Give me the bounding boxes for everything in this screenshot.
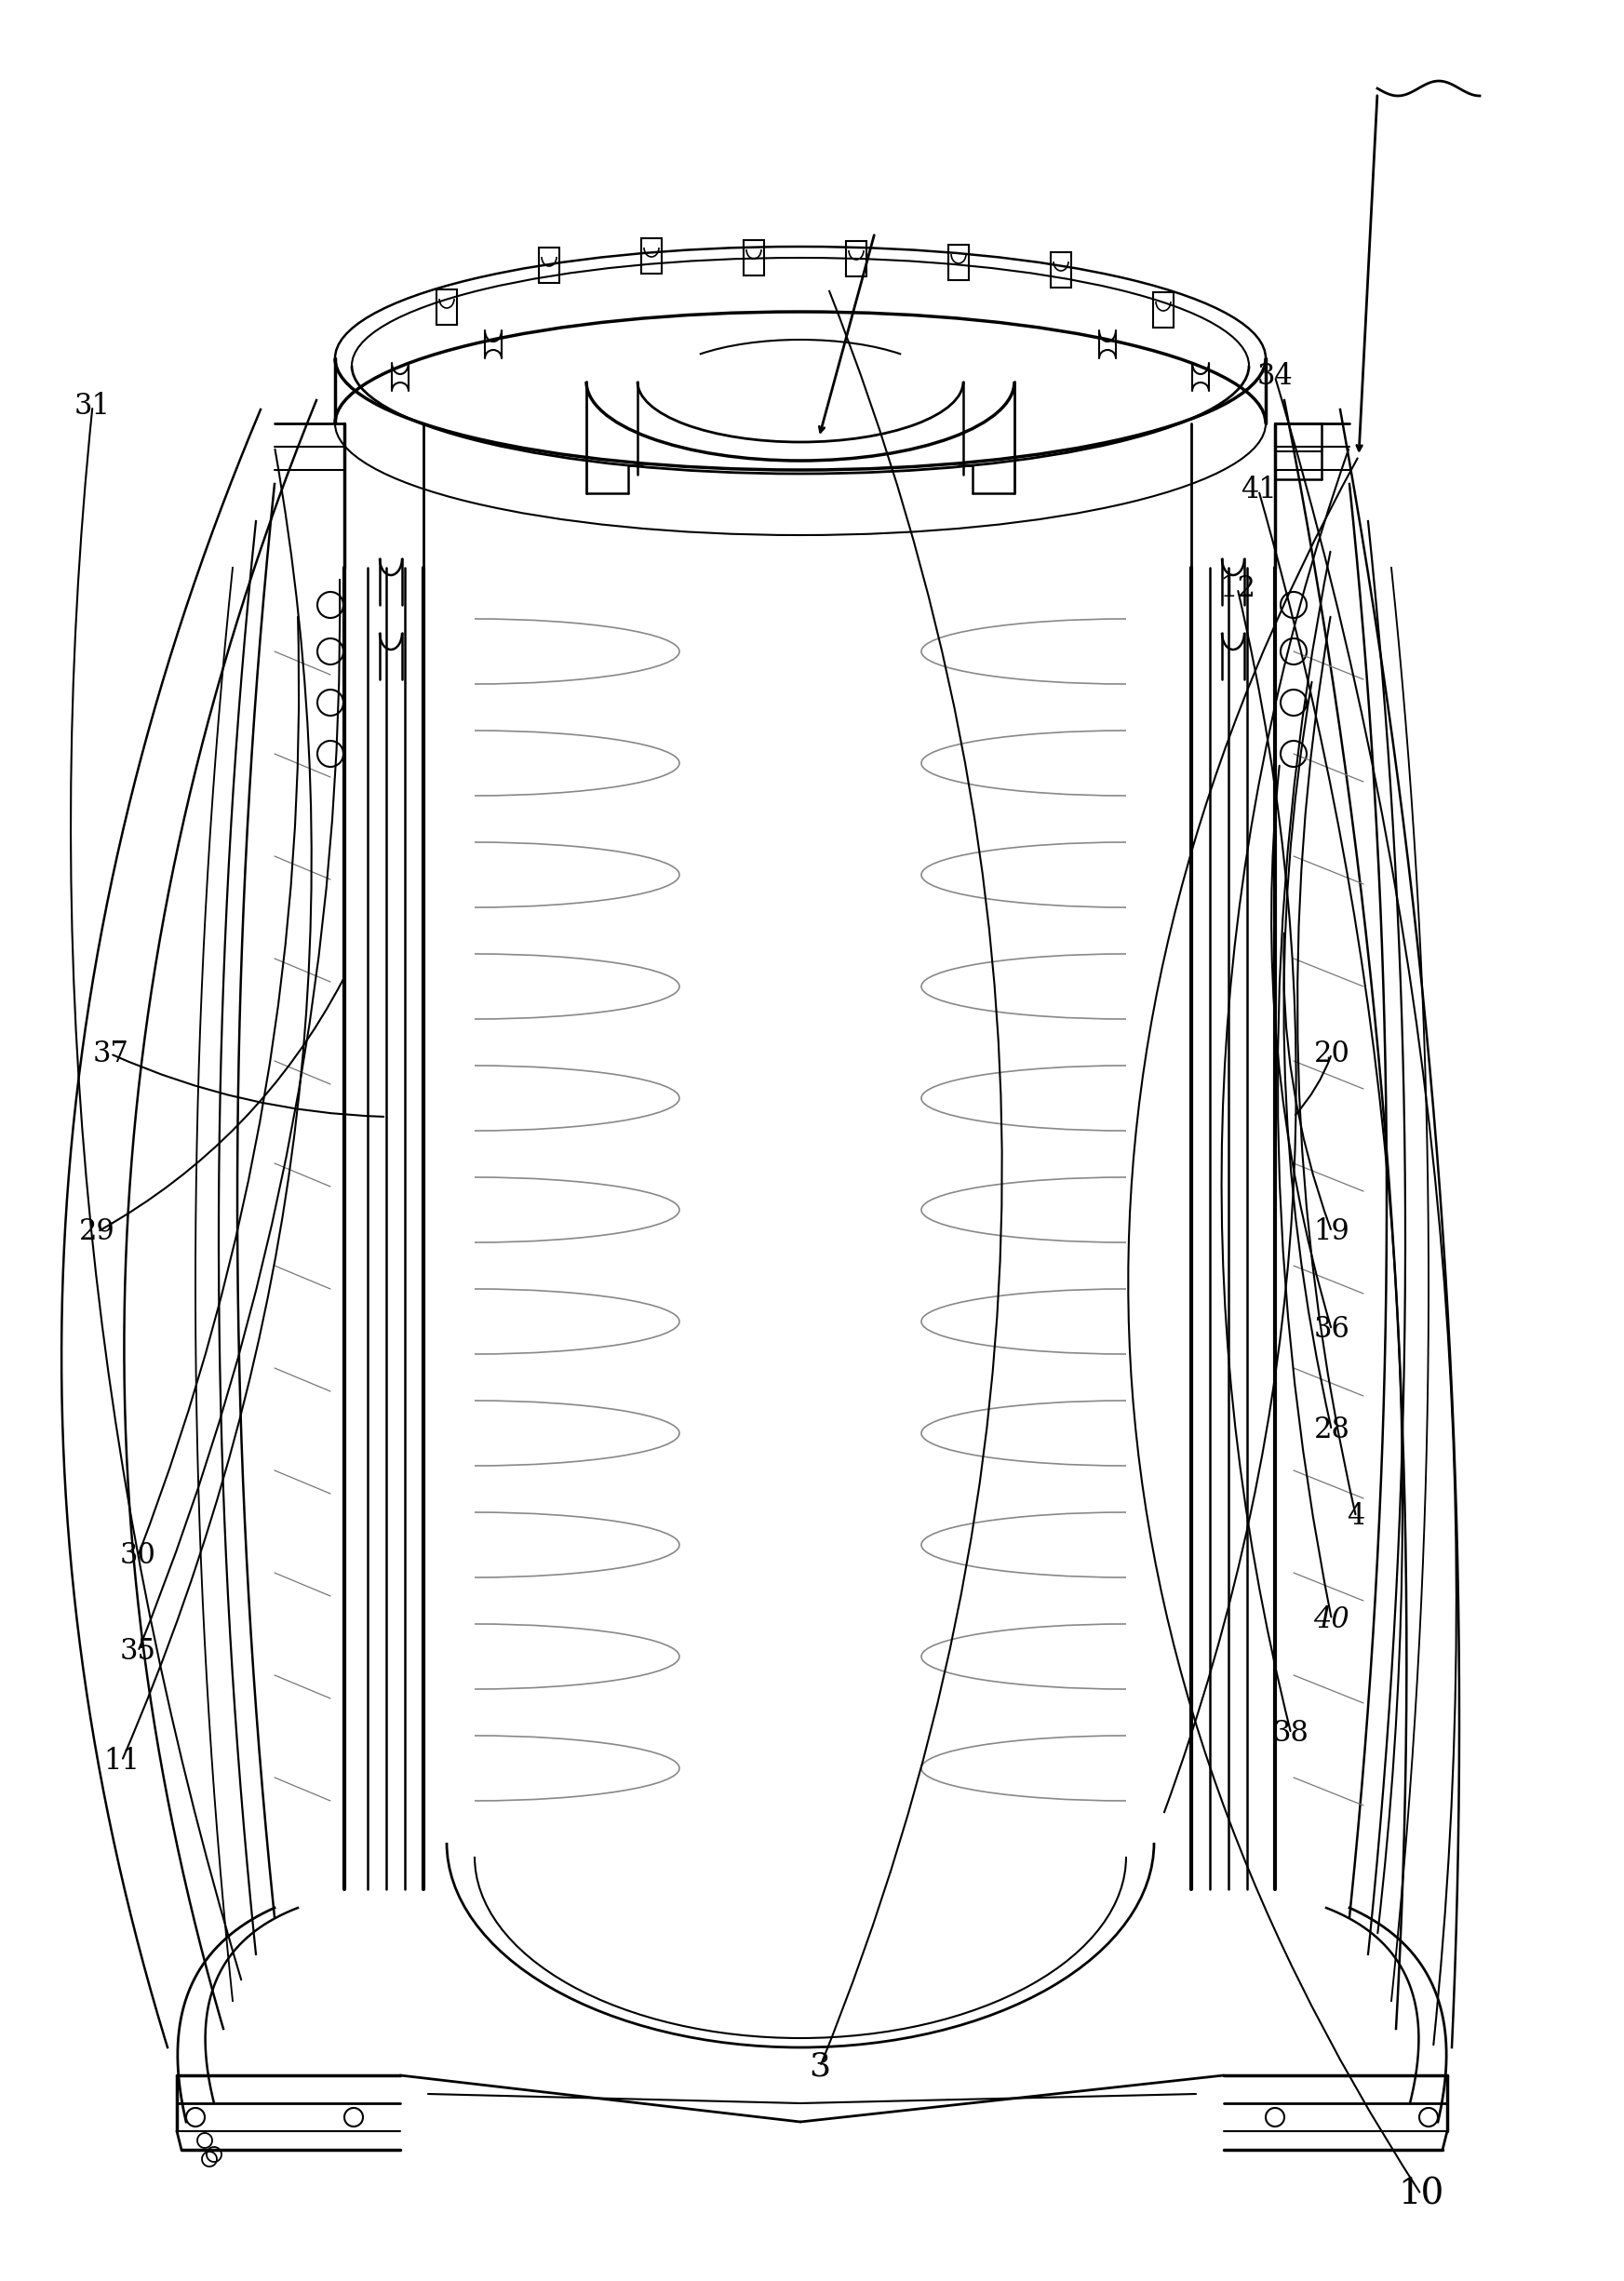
Text: 4: 4 xyxy=(1346,1503,1366,1531)
Text: 38: 38 xyxy=(1273,1720,1309,1747)
Text: 3: 3 xyxy=(809,2051,831,2083)
Text: 34: 34 xyxy=(1257,363,1293,390)
Text: 41: 41 xyxy=(1241,477,1276,504)
Text: 11: 11 xyxy=(104,1747,140,1775)
Text: 29: 29 xyxy=(80,1218,115,1245)
Text: 37: 37 xyxy=(93,1040,128,1068)
Text: 19: 19 xyxy=(1314,1218,1350,1245)
Bar xyxy=(744,240,763,276)
Bar xyxy=(641,237,661,274)
Text: 35: 35 xyxy=(120,1638,156,1665)
Text: 28: 28 xyxy=(1314,1417,1350,1444)
Bar xyxy=(437,290,456,324)
Text: 12: 12 xyxy=(1220,575,1255,602)
Text: 20: 20 xyxy=(1314,1040,1350,1068)
Bar xyxy=(1051,253,1072,287)
Text: 31: 31 xyxy=(75,392,110,420)
Text: 30: 30 xyxy=(120,1542,156,1569)
Text: 10: 10 xyxy=(1398,2176,1444,2213)
Bar xyxy=(539,249,559,283)
Text: 36: 36 xyxy=(1314,1316,1350,1344)
Bar xyxy=(846,242,867,276)
Text: 40: 40 xyxy=(1314,1606,1350,1633)
Bar xyxy=(948,244,970,281)
Bar xyxy=(1153,292,1174,328)
